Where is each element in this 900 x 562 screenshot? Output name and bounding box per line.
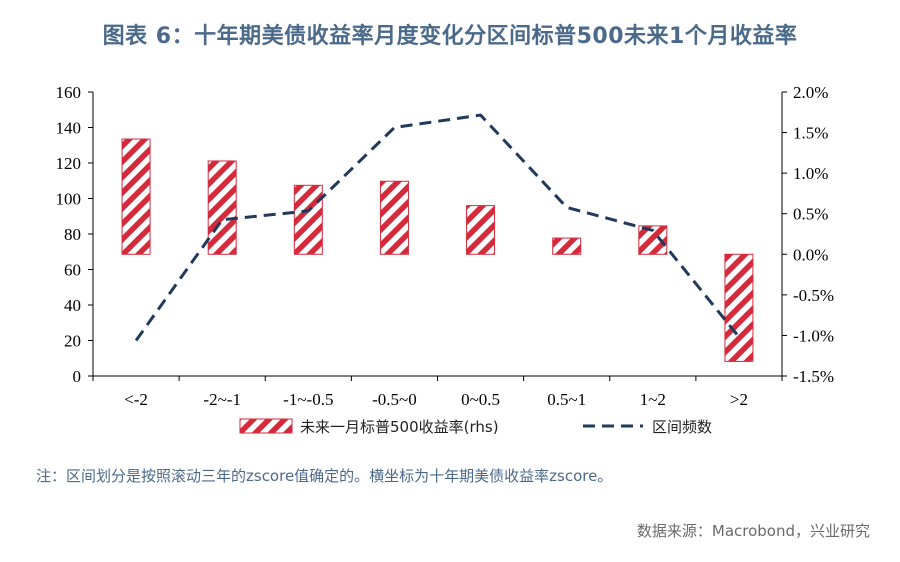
right-tick-label: -0.5% xyxy=(793,286,834,305)
x-tick-label: -1~-0.5 xyxy=(283,390,333,409)
x-tick-label: <-2 xyxy=(124,390,148,409)
bar xyxy=(466,205,496,255)
bar xyxy=(552,237,582,255)
chart-title: 图表 6：十年期美债收益率月度变化分区间标普500未来1个月收益率 xyxy=(102,24,798,49)
left-tick-label: 160 xyxy=(56,83,82,102)
source-credit: 数据来源：Macrobond，兴业研究 xyxy=(636,522,870,540)
x-tick-label: 0~0.5 xyxy=(461,390,500,409)
legend-label-line: 区间频数 xyxy=(652,418,712,436)
left-tick-label: 40 xyxy=(64,296,81,315)
right-tick-label: -1.0% xyxy=(793,326,834,345)
bar-series xyxy=(121,138,754,362)
right-tick-label: 2.0% xyxy=(793,83,828,102)
line-series xyxy=(134,113,741,342)
bar xyxy=(207,160,237,255)
bar xyxy=(293,184,323,255)
left-tick-label: 140 xyxy=(56,119,82,138)
left-tick-label: 20 xyxy=(64,332,81,351)
x-tick-label: >2 xyxy=(730,390,748,409)
left-tick-label: 100 xyxy=(56,190,82,209)
bar xyxy=(724,253,754,362)
right-tick-label: 1.5% xyxy=(793,124,828,143)
left-tick-label: 0 xyxy=(73,367,82,386)
legend-label-bar: 未来一月标普500收益率(rhs) xyxy=(300,418,499,436)
right-tick-label: 0.0% xyxy=(793,245,828,264)
bar xyxy=(121,138,151,255)
axes: 0 20 40 60 80 100 120 140 160 -1.5% -1.0% -0.5% 0.0%… xyxy=(56,83,835,409)
bar xyxy=(379,180,409,255)
x-tick-label: -2~-1 xyxy=(203,390,241,409)
x-tick-label: -0.5~0 xyxy=(372,390,417,409)
right-tick-label: 1.0% xyxy=(793,164,828,183)
legend: 未来一月标普500收益率(rhs) 区间频数 xyxy=(239,418,712,436)
right-tick-label: -1.5% xyxy=(793,367,834,386)
left-tick-label: 60 xyxy=(64,261,81,280)
legend-swatch-bar xyxy=(239,418,293,434)
left-tick-label: 80 xyxy=(64,225,81,244)
left-tick-label: 120 xyxy=(56,154,82,173)
footnote: 注：区间划分是按照滚动三年的zscore值确定的。横坐标为十年期美债收益率zsc… xyxy=(36,467,613,485)
x-tick-label: 0.5~1 xyxy=(547,390,586,409)
frequency-line xyxy=(134,113,741,342)
right-tick-label: 0.5% xyxy=(793,205,828,224)
x-tick-label: 1~2 xyxy=(640,390,666,409)
